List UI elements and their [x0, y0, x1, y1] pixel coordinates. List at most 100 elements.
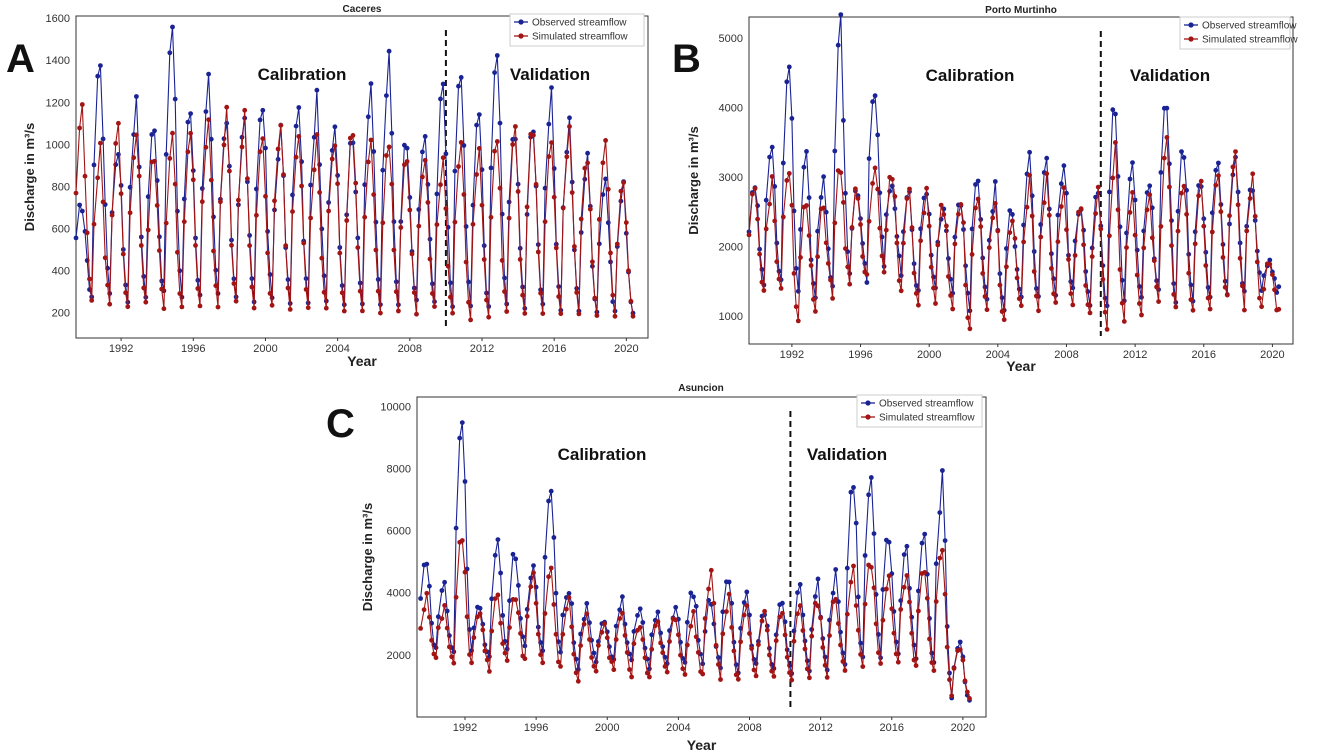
simulated-point [518, 631, 523, 636]
simulated-point [1001, 317, 1007, 323]
calibration-label: Calibration [258, 65, 347, 84]
simulated-point [350, 133, 356, 138]
simulated-point [391, 247, 397, 253]
observed-point [818, 195, 824, 200]
simulated-point [1247, 196, 1253, 201]
simulated-point [118, 191, 124, 197]
simulated-point [647, 674, 652, 680]
simulated-point [673, 617, 679, 623]
panel-letter: B [672, 37, 701, 81]
simulated-point [429, 637, 434, 643]
observed-point [380, 167, 386, 173]
simulated-point [620, 610, 625, 616]
simulated-point [804, 666, 810, 672]
simulated-point [1053, 300, 1059, 305]
simulated-point [655, 619, 661, 624]
simulated-point [402, 162, 407, 168]
observed-point [716, 655, 721, 660]
observed-point [904, 543, 910, 549]
simulated-point [368, 137, 374, 143]
simulated-point [1220, 255, 1226, 260]
simulated-point [1218, 209, 1224, 215]
y-tick-label: 4000 [719, 102, 743, 114]
simulated-point [847, 281, 853, 287]
simulated-point [1130, 190, 1135, 195]
observed-point [1158, 170, 1164, 175]
simulated-point [791, 271, 797, 276]
simulated-point [1004, 264, 1009, 270]
observed-point [462, 479, 468, 484]
observed-point [838, 12, 844, 17]
simulated-point [371, 192, 377, 198]
simulated-point [644, 670, 650, 676]
simulated-point [898, 607, 904, 612]
observed-point [729, 600, 735, 606]
simulated-point [141, 285, 147, 291]
chart-panel-c: C Asuncion 2000 4000 6000 8000 10000 1992 1996 20… [326, 383, 987, 753]
simulated-point [82, 173, 88, 179]
y-axis-label: Discharge in m³/s [360, 503, 375, 611]
observed-point [802, 638, 808, 644]
simulated-point [813, 309, 818, 314]
simulated-point [332, 143, 338, 149]
simulated-point [1007, 230, 1013, 236]
simulated-point [444, 625, 450, 631]
simulated-point [445, 263, 451, 269]
simulated-point [881, 269, 887, 275]
simulated-point [849, 225, 855, 230]
simulated-point [1171, 292, 1177, 297]
simulated-point [662, 664, 668, 669]
observed-point [980, 255, 986, 261]
simulated-point [581, 621, 587, 627]
simulated-point [1051, 291, 1056, 297]
simulated-point [711, 600, 717, 606]
simulated-point [605, 186, 611, 192]
simulated-point [546, 154, 552, 160]
simulated-point [637, 625, 643, 630]
simulated-point [556, 659, 561, 665]
observed-point [952, 234, 958, 240]
simulated-point [569, 624, 575, 630]
simulated-point [840, 659, 846, 664]
observed-point [872, 93, 878, 99]
simulated-point [125, 304, 131, 310]
simulated-point [729, 625, 735, 630]
y-axis-label: Discharge in m³/s [686, 126, 701, 234]
observed-point [422, 134, 428, 139]
x-tick-label: 2020 [614, 343, 638, 355]
simulated-point [866, 218, 872, 224]
simulated-point [120, 251, 126, 257]
simulated-point [1203, 263, 1209, 268]
observed-point [693, 603, 699, 609]
simulated-point [769, 174, 775, 179]
observed-point [569, 601, 575, 606]
observed-point [404, 145, 410, 151]
simulated-point [384, 153, 389, 158]
calibration-label: Calibration [558, 445, 647, 464]
simulated-point [535, 249, 541, 255]
simulated-point [1196, 193, 1201, 199]
simulated-point [245, 176, 250, 182]
simulated-point [627, 667, 632, 672]
simulated-point [618, 188, 624, 194]
observed-point [167, 50, 173, 56]
simulated-point [995, 228, 1001, 234]
observed-point [883, 212, 889, 218]
simulated-point [931, 285, 936, 291]
simulated-point [809, 633, 815, 639]
observed-point [203, 109, 209, 114]
simulated-point [984, 307, 990, 313]
simulated-point [1014, 275, 1020, 281]
simulated-point [482, 648, 488, 654]
simulated-point [1144, 207, 1150, 213]
simulated-point [589, 655, 594, 660]
observed-point [833, 567, 839, 572]
observed-point [875, 132, 881, 138]
simulated-point [1149, 235, 1155, 241]
simulated-point [263, 193, 268, 199]
simulated-point [378, 310, 383, 316]
simulated-point [427, 614, 432, 620]
simulated-point [211, 248, 216, 254]
simulated-point [660, 650, 666, 656]
simulated-point [789, 202, 795, 208]
